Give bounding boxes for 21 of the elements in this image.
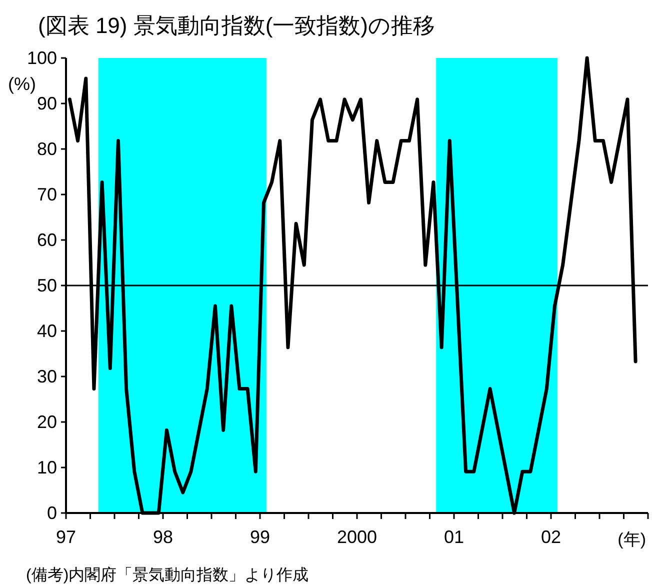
y-tick-label: 90	[36, 94, 57, 114]
chart-title: (図表 19) 景気動向指数(一致指数)の推移	[38, 13, 435, 38]
x-axis-title: (年)	[618, 530, 646, 549]
y-tick-label: 50	[36, 276, 57, 296]
y-tick-label: 40	[36, 321, 57, 341]
y-tick-label: 60	[36, 230, 57, 250]
y-tick-label: 0	[46, 503, 57, 523]
x-tick-label: 2000	[336, 527, 378, 547]
x-tick-label: 99	[250, 527, 270, 547]
x-tick-label: 97	[56, 527, 76, 547]
y-tick-label: 30	[36, 366, 57, 386]
x-tick-label: 98	[152, 527, 174, 547]
y-tick-label: 20	[36, 412, 57, 432]
x-tick-label: 01	[444, 527, 464, 547]
x-tick-label: 02	[540, 527, 562, 547]
y-axis-title: (%)	[8, 74, 36, 94]
y-tick-label: 10	[36, 458, 57, 478]
y-tick-label: 70	[36, 184, 57, 204]
y-tick-label: 80	[36, 139, 57, 159]
y-tick-label: 100	[26, 48, 57, 68]
text: (備考)内閣府「景気動向指数」より作成	[26, 566, 309, 584]
